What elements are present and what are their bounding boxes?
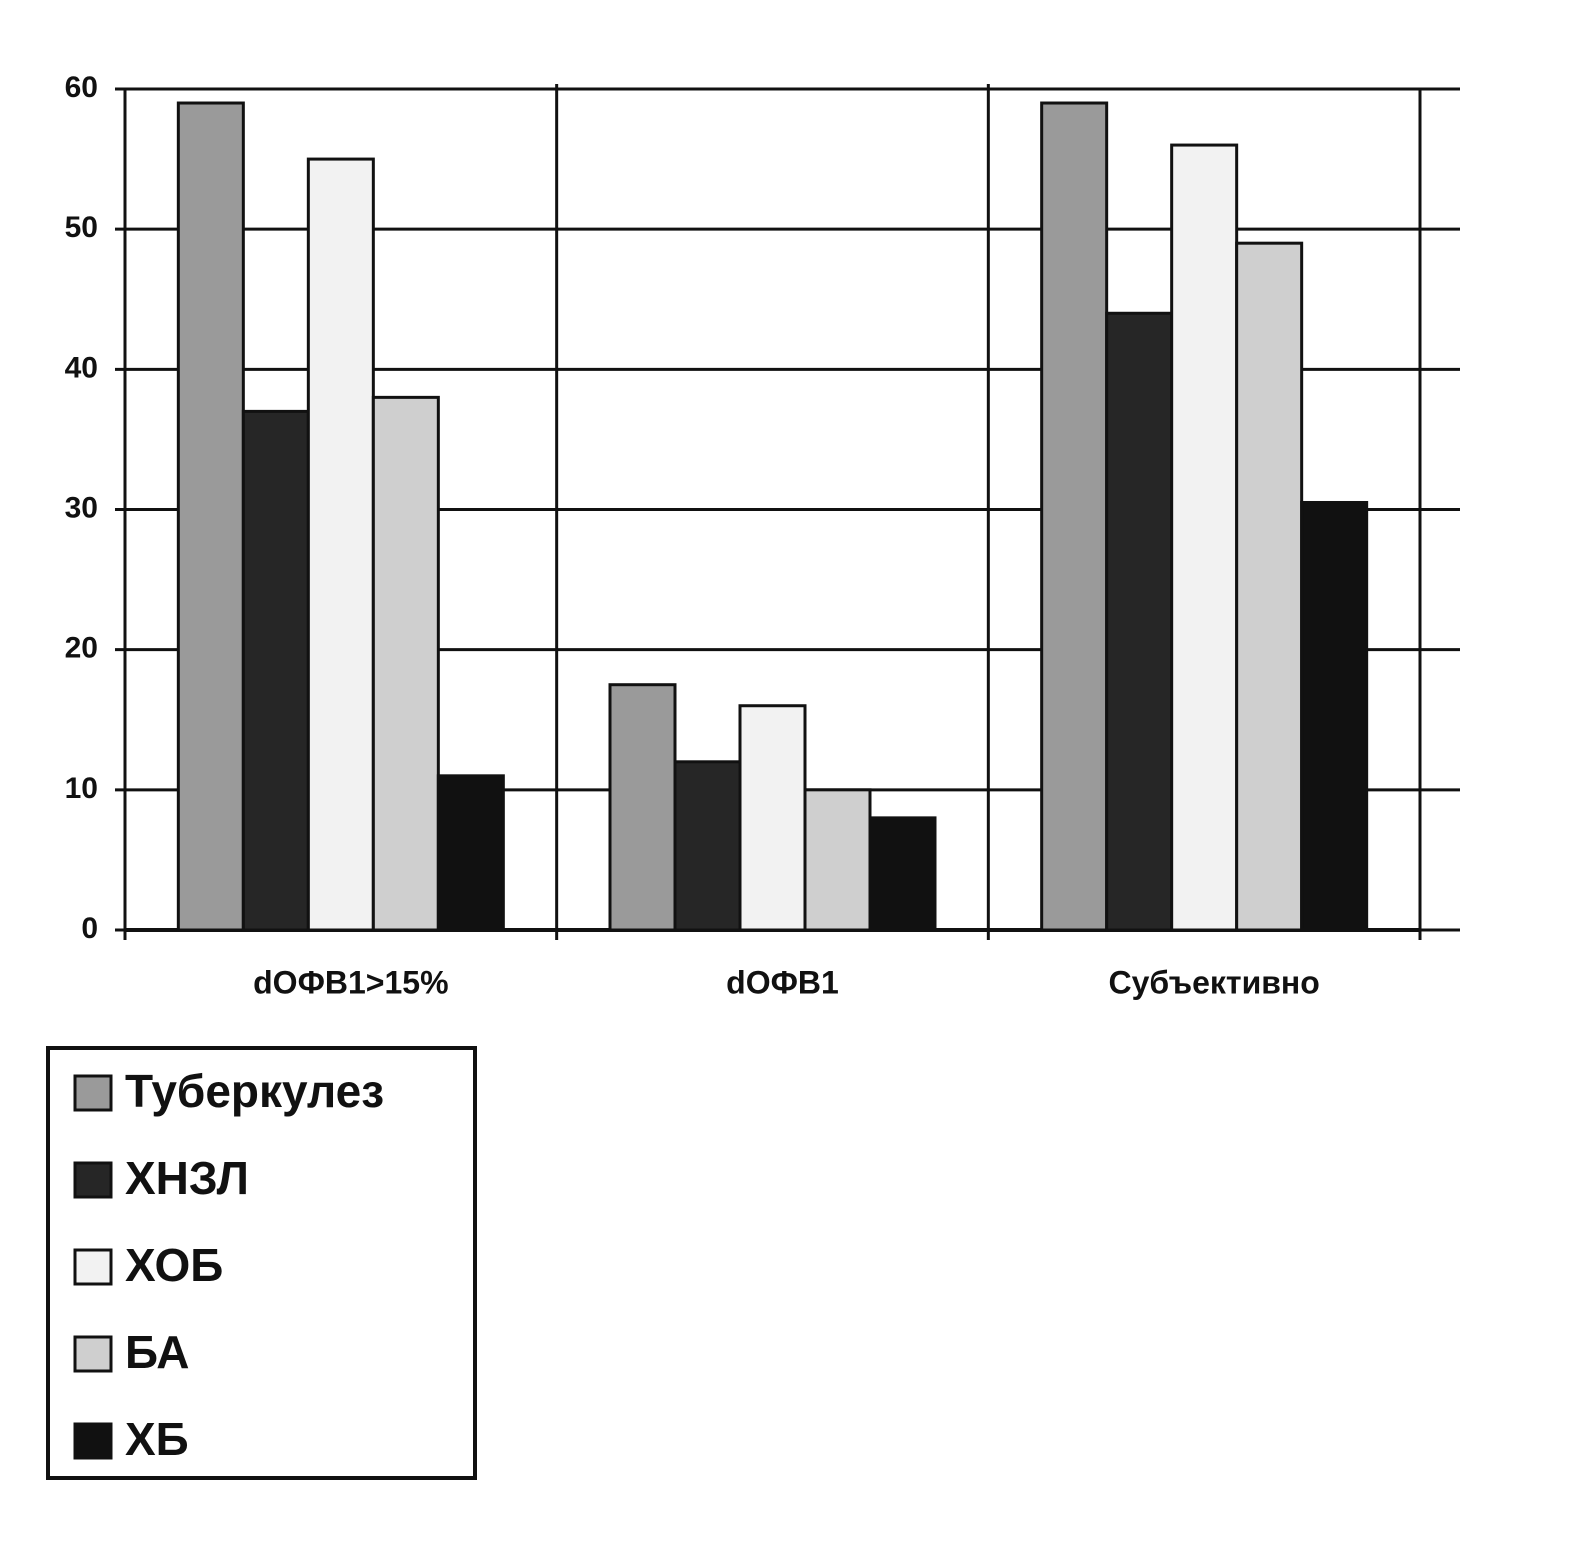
y-tick-label: 60 — [65, 71, 98, 104]
legend-swatch — [73, 1422, 113, 1460]
legend-label: ХНЗЛ — [125, 1152, 249, 1204]
y-tick-label: 50 — [65, 211, 98, 244]
x-tick-label: dОФВ1>15% — [253, 964, 448, 1000]
legend-label: БА — [125, 1326, 190, 1378]
bar — [1170, 143, 1239, 932]
legend-swatch — [73, 1335, 113, 1373]
bar — [306, 157, 375, 932]
legend-label: Туберкулез — [125, 1065, 384, 1117]
bar — [803, 788, 872, 932]
bar — [1300, 500, 1369, 932]
bar — [1105, 311, 1174, 932]
legend-swatch — [73, 1248, 113, 1286]
x-tick-label: dОФВ1 — [726, 964, 839, 1000]
bar — [673, 760, 742, 932]
y-tick-label: 10 — [65, 772, 98, 805]
bar — [608, 683, 677, 932]
legend-box — [46, 1046, 477, 1480]
legend-swatch — [73, 1161, 113, 1199]
bar — [738, 704, 807, 932]
y-tick-label: 0 — [81, 912, 98, 945]
bar — [868, 816, 937, 932]
y-tick-label: 20 — [65, 632, 98, 665]
bar — [176, 101, 245, 932]
legend-label: ХОБ — [125, 1239, 223, 1291]
x-tick-label: Субъективно — [1109, 964, 1320, 1000]
bar — [1235, 241, 1304, 932]
legend-label: ХБ — [125, 1413, 189, 1465]
bar — [1040, 101, 1109, 932]
bar — [436, 774, 505, 932]
bar — [371, 395, 440, 932]
legend-swatch — [73, 1074, 113, 1112]
y-tick-label: 30 — [65, 491, 98, 524]
bar — [241, 409, 310, 932]
y-tick-label: 40 — [65, 351, 98, 384]
